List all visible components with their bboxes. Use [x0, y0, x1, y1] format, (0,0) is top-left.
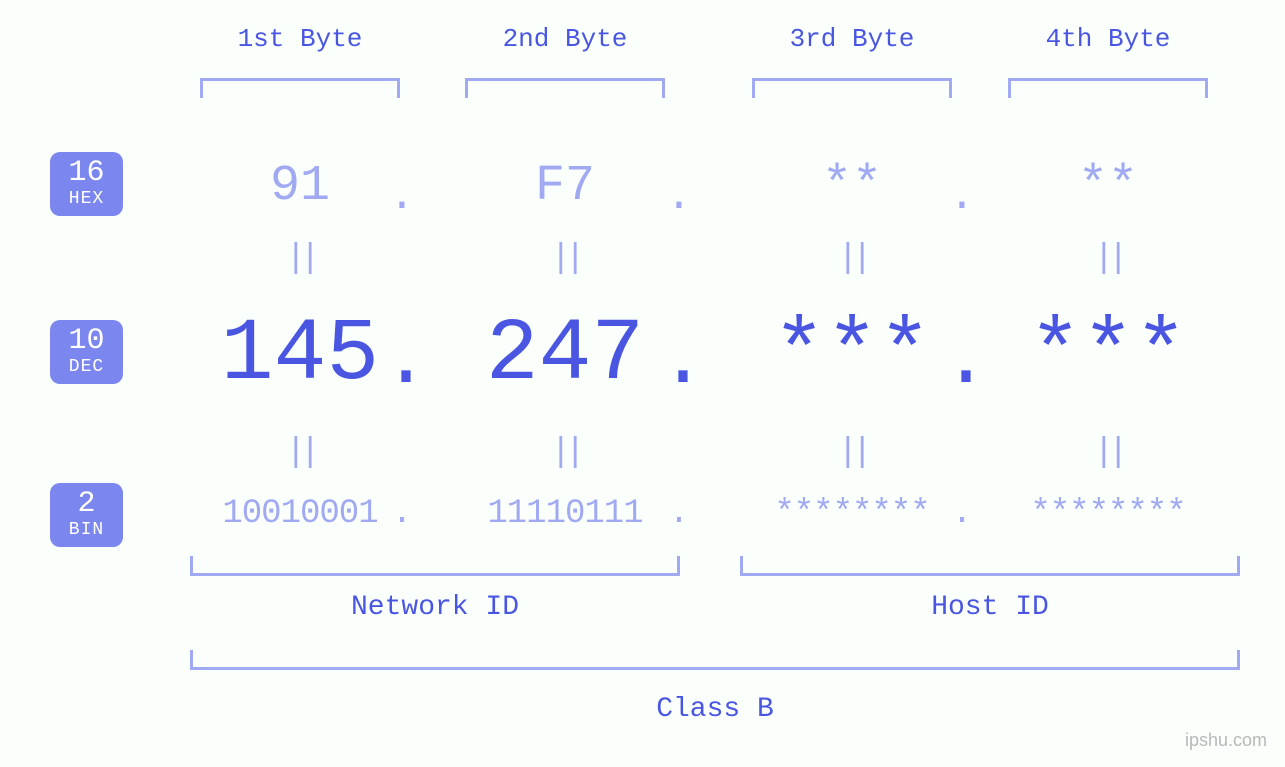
byte-bracket-3 — [752, 78, 952, 98]
hex-row-byte-2: F7 — [435, 158, 695, 215]
class-bracket — [190, 650, 1240, 670]
dec-row-dot-3: . — [942, 316, 982, 407]
byte-header-1: 1st Byte — [190, 24, 410, 54]
hex-row-dot-2: . — [659, 172, 699, 222]
eq-row-1-eq-1: || — [280, 240, 320, 278]
badge-hex-label: HEX — [50, 190, 123, 208]
eq-row-2-eq-4: || — [1088, 434, 1128, 472]
eq-row-1-eq-3: || — [832, 240, 872, 278]
badge-dec-num: 10 — [50, 326, 123, 356]
ip-bytes-diagram: 16 HEX 10 DEC 2 BIN 1st Byte 2nd Byte 3rd … — [0, 0, 1285, 767]
hex-row-dot-3: . — [942, 172, 982, 222]
host-id-bracket — [740, 556, 1240, 576]
byte-header-2: 2nd Byte — [455, 24, 675, 54]
bin-row-dot-3: . — [942, 495, 982, 533]
dec-row-dot-1: . — [382, 316, 422, 407]
hex-row-dot-1: . — [382, 172, 422, 222]
eq-row-2-eq-1: || — [280, 434, 320, 472]
badge-bin-num: 2 — [50, 489, 123, 519]
bin-row-dot-2: . — [659, 495, 699, 533]
bin-row-byte-4: ******** — [978, 495, 1238, 533]
class-label: Class B — [190, 694, 1240, 725]
badge-bin-label: BIN — [50, 521, 123, 539]
dec-row-byte-2: 247 — [435, 306, 695, 405]
byte-bracket-1 — [200, 78, 400, 98]
eq-row-1-eq-4: || — [1088, 240, 1128, 278]
byte-bracket-4 — [1008, 78, 1208, 98]
badge-hex: 16 HEX — [50, 152, 123, 216]
eq-row-2-eq-3: || — [832, 434, 872, 472]
dec-row-dot-2: . — [659, 316, 699, 407]
badge-dec: 10 DEC — [50, 320, 123, 384]
bin-row-dot-1: . — [382, 495, 422, 533]
hex-row-byte-4: ** — [978, 158, 1238, 215]
watermark: ipshu.com — [1185, 730, 1267, 751]
network-id-bracket — [190, 556, 680, 576]
badge-bin: 2 BIN — [50, 483, 123, 547]
badge-hex-num: 16 — [50, 158, 123, 188]
bin-row-byte-2: 11110111 — [435, 495, 695, 533]
eq-row-1-eq-2: || — [545, 240, 585, 278]
network-id-label: Network ID — [190, 592, 680, 623]
byte-header-3: 3rd Byte — [742, 24, 962, 54]
dec-row-byte-4: *** — [978, 306, 1238, 405]
host-id-label: Host ID — [740, 592, 1240, 623]
byte-header-4: 4th Byte — [998, 24, 1218, 54]
badge-dec-label: DEC — [50, 358, 123, 376]
eq-row-2-eq-2: || — [545, 434, 585, 472]
byte-bracket-2 — [465, 78, 665, 98]
